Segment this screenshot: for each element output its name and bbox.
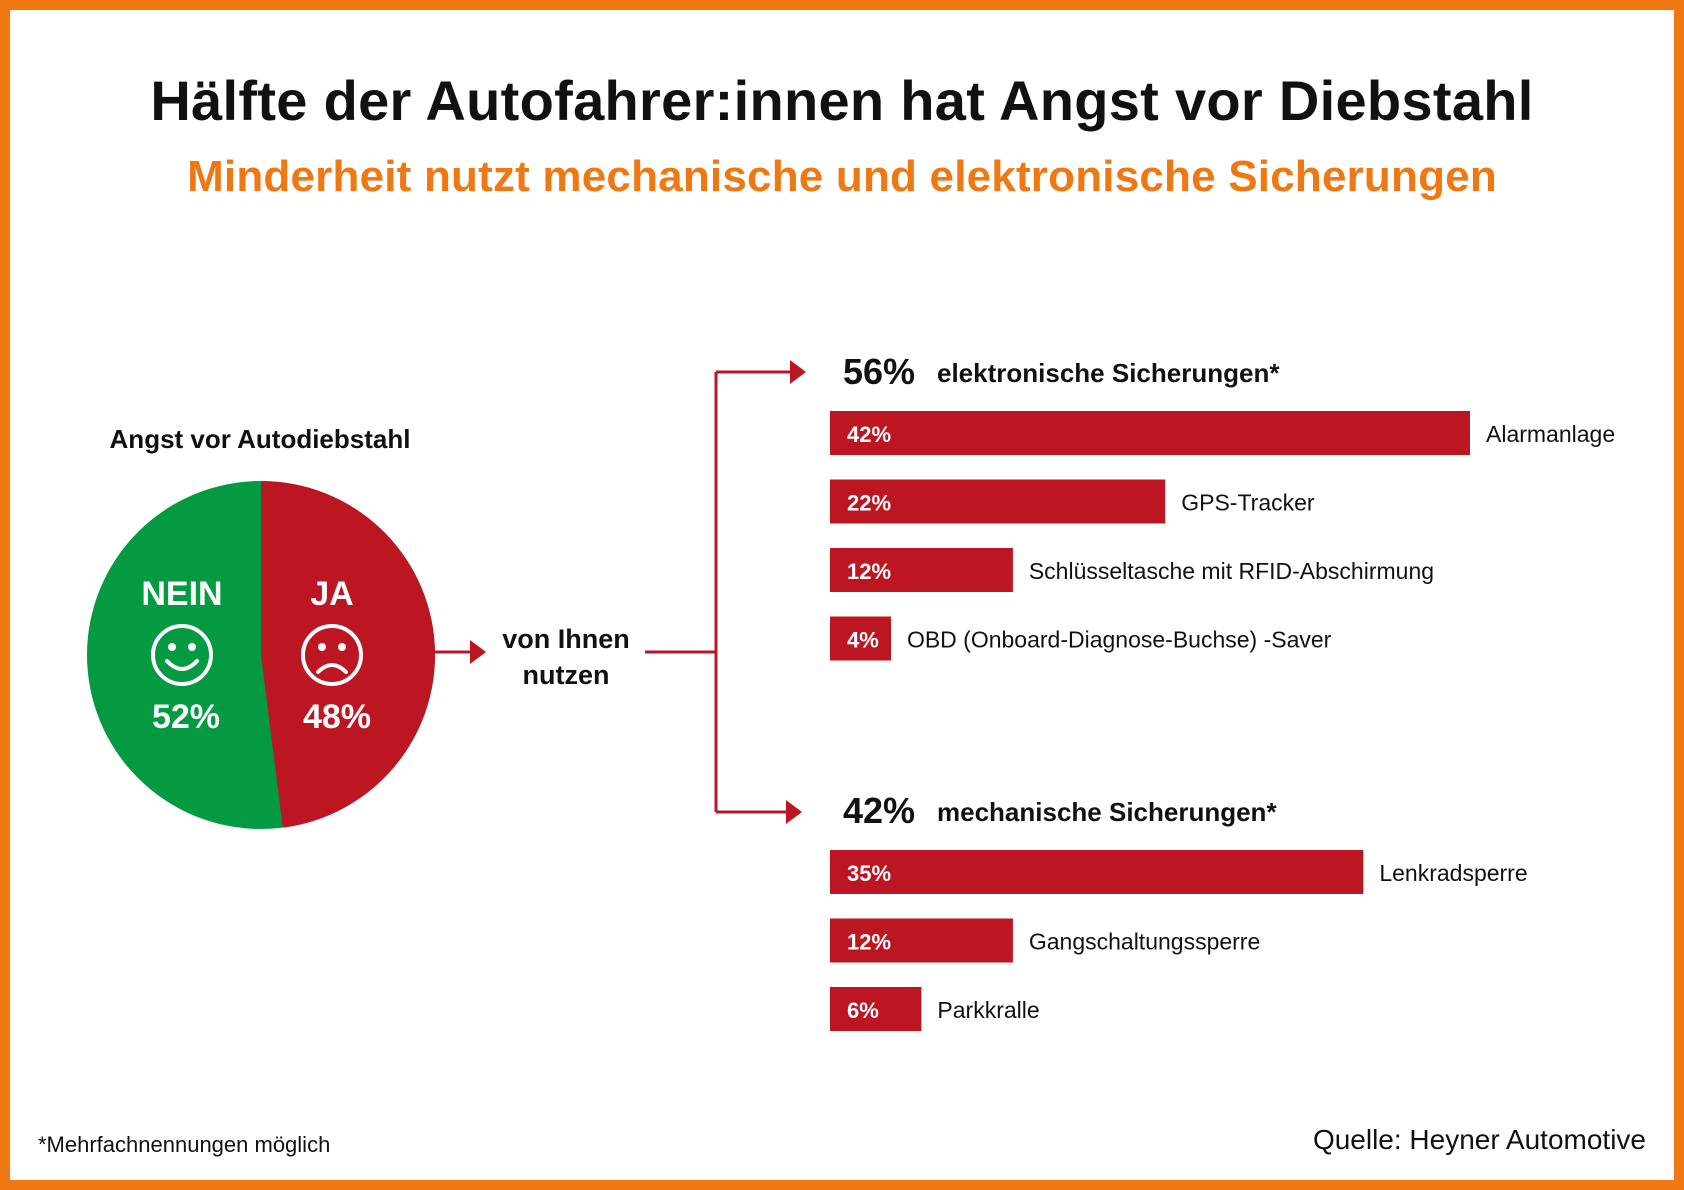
mechanical-bar-2 [830,987,922,1031]
mechanical-bar-value-2: 6% [847,998,879,1023]
flow-arrow-bottom-head [786,800,802,824]
electronic-bar-label-3: OBD (Onboard-Diagnose-Buchse) -Saver [907,627,1332,653]
electronic-bar-0 [830,411,1470,455]
electronic-bar-value-1: 22% [847,491,891,516]
pie-chart-title: Angst vor Autodiebstahl [109,424,411,454]
electronic-bar-label-2: Schlüsseltasche mit RFID-Abschirmung [1029,558,1434,584]
electronic-bar-2 [830,548,1013,592]
electronic-bar-value-3: 4% [847,628,879,653]
mechanical-bar-label-2: Parkkralle [937,997,1039,1023]
smiley-sad-icon [301,624,363,686]
mechanical-bar-value-0: 35% [847,861,891,886]
electronic-bar-value-0: 42% [847,422,891,447]
mechanical-title: mechanische Sicherungen* [937,797,1277,827]
smiley-happy-icon [151,624,213,686]
mechanical-total: 42% [843,790,915,831]
electronic-bar-label-1: GPS-Tracker [1181,490,1315,516]
pie-label-ja: JA [310,575,353,613]
mechanical-bar-label-0: Lenkradsperre [1379,860,1527,886]
pie-value-nein: 52% [152,698,220,736]
electronic-bar-3 [830,616,891,661]
electronic-title: elektronische Sicherungen* [937,358,1280,388]
footnote: *Mehrfachnennungen möglich [38,1132,331,1157]
source-credit: Quelle: Heyner Automotive [1312,1124,1646,1155]
pie-slice-ja [261,481,436,828]
electronic-bar-1 [830,479,1166,524]
electronic-bar-label-0: Alarmanlage [1486,421,1615,447]
mechanical-bar-label-1: Gangschaltungssperre [1029,929,1260,955]
pie-label-nein: NEIN [141,575,222,613]
electronic-total: 56% [843,351,915,392]
mechanical-bar-1 [830,918,1013,963]
pie-value-ja: 48% [303,698,371,736]
electronic-bar-value-2: 12% [847,559,891,584]
page-subtitle: Minderheit nutzt mechanische und elektro… [187,152,1497,201]
mechanical-bar-value-1: 12% [847,930,891,955]
flow-label-line-1: von Ihnen [502,624,630,654]
page-title: Hälfte der Autofahrer:innen hat Angst vo… [150,69,1534,132]
pie-arrow-head [470,640,486,664]
flow-arrow-top-head [790,360,806,384]
flow-label-line-2: nutzen [523,660,610,690]
mechanical-bar-0 [830,850,1364,894]
